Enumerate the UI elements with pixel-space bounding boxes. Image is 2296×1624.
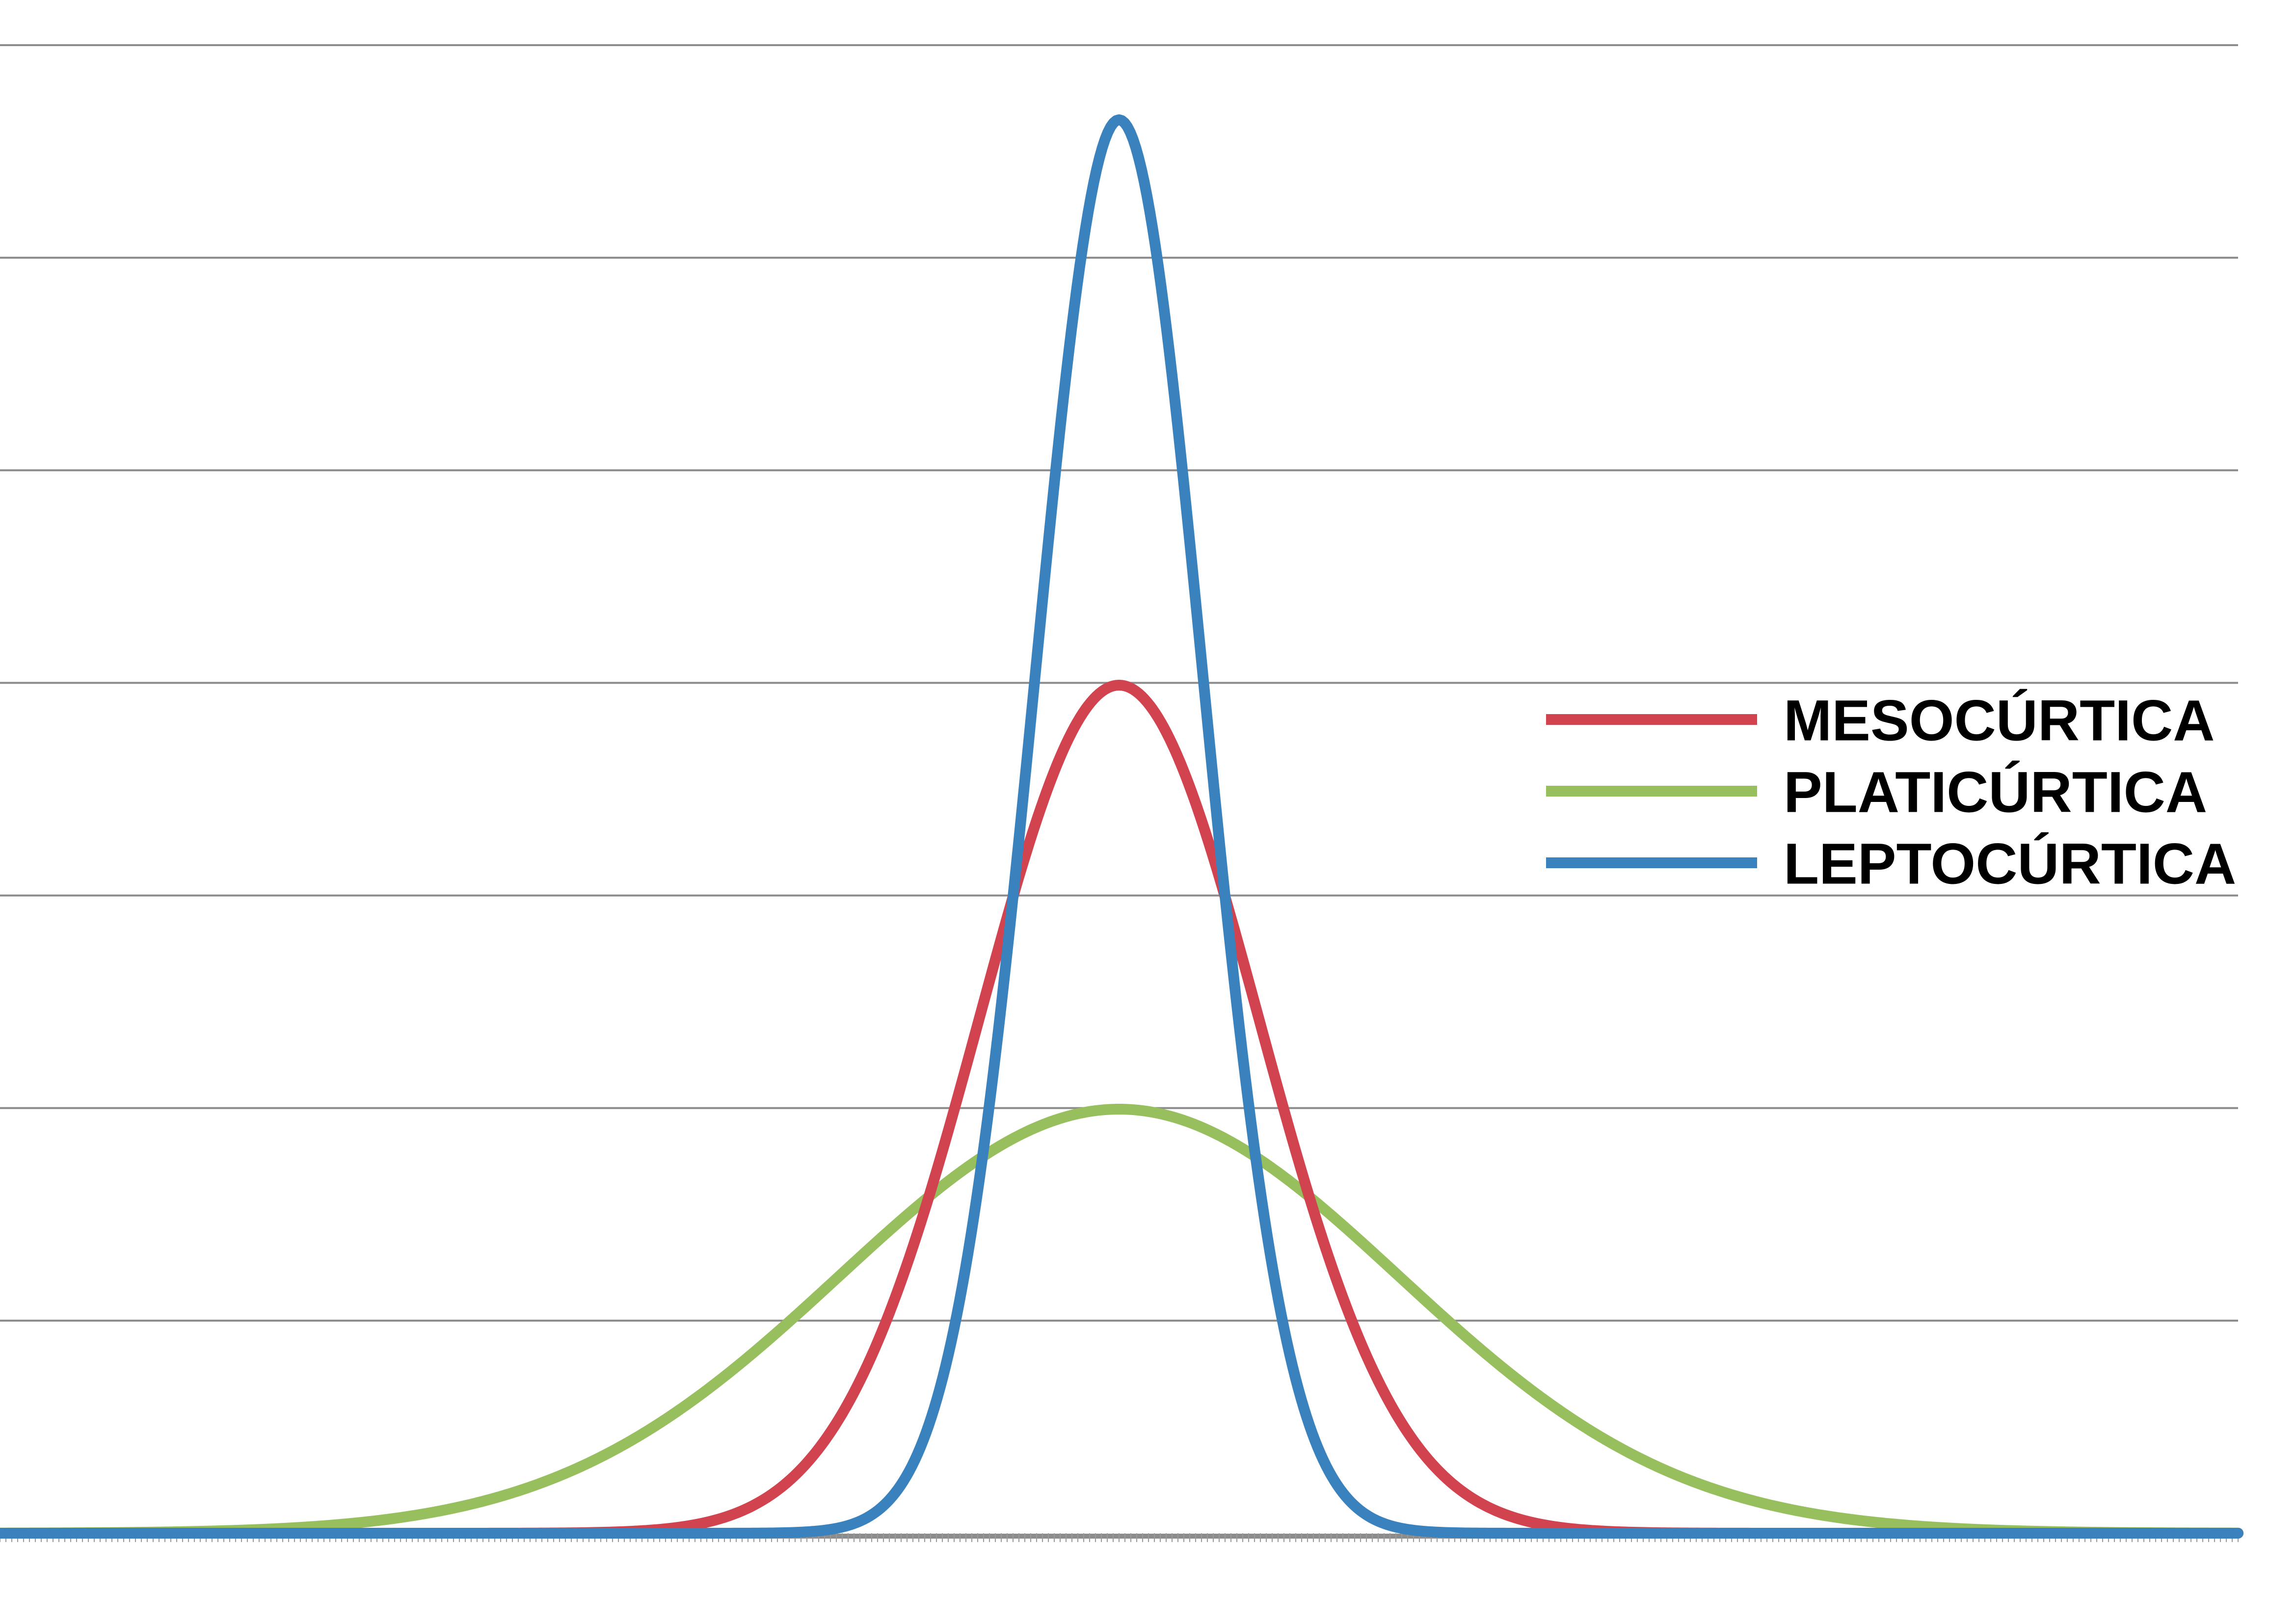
series-line-platicúrtica — [0, 1104, 2243, 1539]
legend-label-leptocurtica: LEPTOCÚRTICA — [1784, 831, 2236, 896]
legend: MESOCÚRTICA PLATICÚRTICA LEPTOCÚRTICA — [1546, 688, 2236, 896]
legend-label-mesocurtica: MESOCÚRTICA — [1784, 688, 2215, 753]
series-lines — [0, 114, 2243, 1539]
series-line-leptocúrtica — [0, 114, 2243, 1539]
gridlines — [0, 44, 2238, 1322]
legend-label-platicurtica: PLATICÚRTICA — [1784, 760, 2207, 825]
